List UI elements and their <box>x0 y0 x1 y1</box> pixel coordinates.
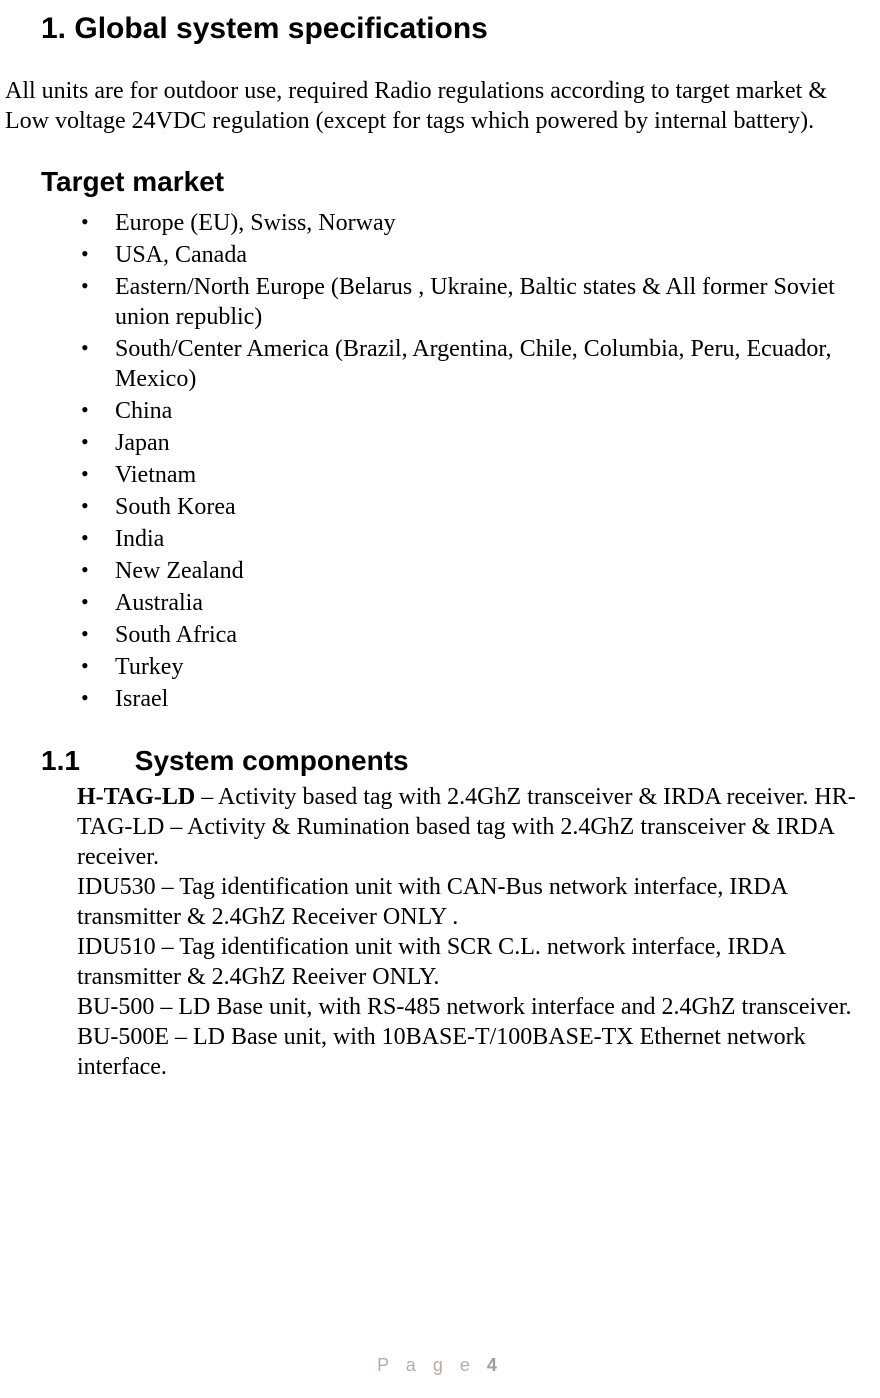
page-footer: P a g e 4 <box>0 1354 880 1377</box>
footer-page-number: 4 <box>487 1355 503 1375</box>
heading-text: System components <box>135 745 409 776</box>
target-market-list: Europe (EU), Swiss, Norway USA, Canada E… <box>5 207 875 715</box>
list-item: USA, Canada <box>115 239 875 271</box>
document-page: 1. Global system specifications All unit… <box>0 0 880 1398</box>
section-heading: 1. Global system specifications <box>41 10 875 48</box>
heading-number: 1.1 <box>41 743 127 778</box>
intro-paragraph: All units are for outdoor use, required … <box>5 76 875 136</box>
list-item: India <box>115 523 875 555</box>
component-bold-lead: H-TAG-LD <box>77 784 195 810</box>
list-item: Turkey <box>115 651 875 683</box>
list-item: Vietnam <box>115 459 875 491</box>
list-item: Australia <box>115 587 875 619</box>
list-item: South Africa <box>115 619 875 651</box>
system-components-body: H-TAG-LD – Activity based tag with 2.4Gh… <box>77 782 875 1082</box>
list-item: New Zealand <box>115 555 875 587</box>
list-item: South/Center America (Brazil, Argentina,… <box>115 333 875 395</box>
list-item: Israel <box>115 683 875 715</box>
footer-label: P a g e <box>377 1355 487 1375</box>
list-item: Europe (EU), Swiss, Norway <box>115 207 875 239</box>
list-item: China <box>115 395 875 427</box>
list-item: Japan <box>115 427 875 459</box>
system-components-heading: 1.1 System components <box>41 743 875 778</box>
list-item: Eastern/North Europe (Belarus , Ukraine,… <box>115 271 875 333</box>
list-item: South Korea <box>115 491 875 523</box>
target-market-heading: Target market <box>41 164 875 199</box>
component-body-text: – Activity based tag with 2.4GhZ transce… <box>77 784 856 1080</box>
